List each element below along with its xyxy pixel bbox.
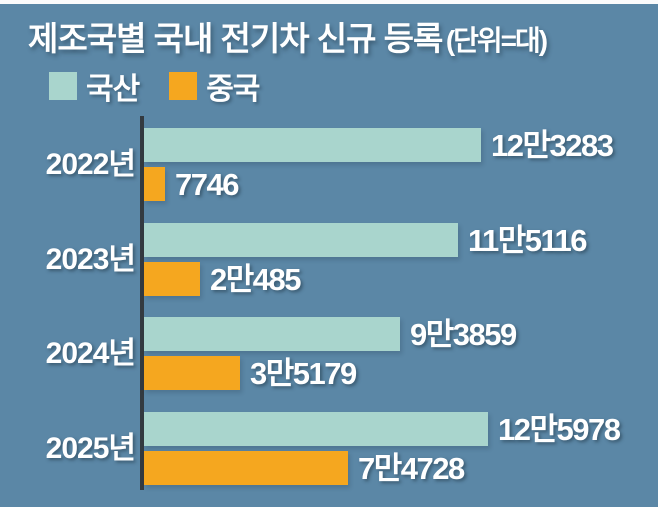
bar-domestic xyxy=(144,412,488,446)
category-label-2022: 2022년 xyxy=(45,148,136,181)
bar-china xyxy=(144,356,240,390)
legend-swatch-china xyxy=(169,72,198,100)
bar-domestic xyxy=(144,223,458,257)
chart-title: 제조국별 국내 전기차 신규 등록 (단위=대) xyxy=(28,12,648,60)
legend-label-domestic: 국산 xyxy=(86,73,140,106)
value-label-domestic: 9만3859 xyxy=(410,317,517,352)
unit-note: (단위=대) xyxy=(445,25,548,56)
value-label-china: 7만4728 xyxy=(358,451,465,486)
legend-item-domestic: 국산 xyxy=(49,64,140,108)
bar-china xyxy=(144,451,348,485)
value-label-china: 3만5179 xyxy=(250,356,357,391)
legend-swatch-domestic xyxy=(49,72,77,100)
value-label-domestic: 11만5116 xyxy=(468,223,588,258)
bar-china xyxy=(144,167,165,201)
value-label-domestic: 12만5978 xyxy=(498,412,621,447)
top-border-strip xyxy=(0,0,658,4)
value-label-domestic: 12만3283 xyxy=(491,128,614,163)
category-label-2024: 2024년 xyxy=(45,337,136,370)
value-label-china: 2만485 xyxy=(210,262,301,297)
value-label-china: 7746 xyxy=(175,167,239,202)
legend: 국산 중국 xyxy=(49,64,260,108)
category-label-2023: 2023년 xyxy=(45,243,136,276)
legend-item-china: 중국 xyxy=(169,64,260,108)
bar-china xyxy=(144,262,200,296)
bar-domestic xyxy=(144,317,400,351)
category-label-2025: 2025년 xyxy=(45,432,136,465)
legend-label-china: 중국 xyxy=(206,73,260,106)
chart-title-text: 제조국별 국내 전기차 신규 등록 xyxy=(28,20,443,57)
y-axis-line xyxy=(140,116,144,490)
bar-domestic xyxy=(144,128,481,162)
